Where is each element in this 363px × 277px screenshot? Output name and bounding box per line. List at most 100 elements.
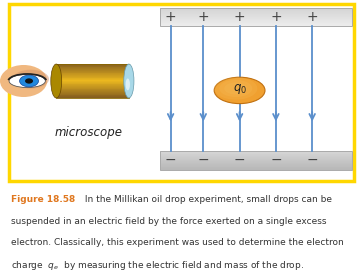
Text: Figure 18.58: Figure 18.58 <box>11 196 75 204</box>
Bar <box>56 88 129 89</box>
Bar <box>56 68 129 69</box>
Bar <box>160 168 352 169</box>
Bar <box>160 16 352 17</box>
Bar <box>56 74 129 75</box>
Bar <box>56 82 129 83</box>
Text: In the Millikan oil drop experiment, small drops can be: In the Millikan oil drop experiment, sma… <box>82 196 332 204</box>
Ellipse shape <box>124 64 134 98</box>
Bar <box>160 162 352 163</box>
Bar <box>160 155 352 156</box>
Bar <box>160 8 352 9</box>
Bar <box>56 77 129 78</box>
Bar <box>56 84 129 85</box>
Bar <box>160 164 352 165</box>
Ellipse shape <box>51 64 62 98</box>
Bar <box>160 161 352 162</box>
Bar <box>160 11 352 12</box>
Circle shape <box>214 77 257 100</box>
Ellipse shape <box>9 75 45 88</box>
Bar <box>160 21 352 22</box>
Bar <box>160 151 352 170</box>
Bar <box>160 154 352 155</box>
Bar <box>160 151 352 152</box>
Bar <box>160 17 352 18</box>
Bar <box>160 165 352 166</box>
Bar <box>160 157 352 158</box>
Bar <box>56 92 129 93</box>
Ellipse shape <box>20 75 38 87</box>
Bar <box>56 89 129 90</box>
Bar <box>160 158 352 159</box>
Bar <box>160 15 352 16</box>
Bar <box>56 75 129 76</box>
Bar <box>160 25 352 26</box>
Bar <box>160 163 352 164</box>
Bar <box>56 80 129 81</box>
Bar <box>56 95 129 96</box>
Bar <box>160 152 352 153</box>
Text: −: − <box>270 153 282 167</box>
Bar <box>56 90 129 91</box>
Bar <box>56 72 129 73</box>
Text: +: + <box>234 10 245 24</box>
Bar <box>160 20 352 21</box>
Bar <box>56 70 129 71</box>
Bar <box>56 97 129 98</box>
Bar <box>56 69 129 70</box>
Text: −: − <box>306 153 318 167</box>
Circle shape <box>224 83 247 94</box>
Text: +: + <box>270 10 282 24</box>
Bar <box>56 96 129 97</box>
Text: +: + <box>306 10 318 24</box>
Text: +: + <box>165 10 176 24</box>
Bar <box>160 12 352 13</box>
Bar <box>160 14 352 15</box>
Bar <box>160 18 352 19</box>
Bar <box>56 81 129 82</box>
Bar <box>56 67 129 68</box>
Text: +: + <box>197 10 209 24</box>
Text: $q_{\mathit{0}}$: $q_{\mathit{0}}$ <box>233 83 246 96</box>
Ellipse shape <box>13 70 49 89</box>
Bar <box>56 66 129 67</box>
Bar <box>160 160 352 161</box>
Bar <box>160 19 352 20</box>
Bar <box>160 7 352 26</box>
Bar <box>160 153 352 154</box>
Bar <box>56 65 129 66</box>
Bar <box>160 159 352 160</box>
Circle shape <box>219 80 252 97</box>
Bar <box>160 24 352 25</box>
Text: suspended in an electric field by the force exerted on a single excess: suspended in an electric field by the fo… <box>11 217 326 226</box>
Bar <box>160 166 352 167</box>
Ellipse shape <box>25 78 33 84</box>
Bar <box>56 93 129 94</box>
Text: microscope: microscope <box>55 126 123 139</box>
Bar <box>160 13 352 14</box>
Text: −: − <box>234 153 245 167</box>
Bar <box>56 64 129 65</box>
Bar <box>56 85 129 86</box>
Bar <box>56 94 129 95</box>
Bar <box>56 76 129 77</box>
Bar <box>56 91 129 92</box>
Bar <box>160 10 352 11</box>
Bar <box>56 83 129 84</box>
Bar <box>160 9 352 10</box>
Bar <box>56 64 129 98</box>
Bar <box>56 86 129 87</box>
Bar <box>160 23 352 24</box>
Bar <box>56 73 129 74</box>
Ellipse shape <box>126 78 130 90</box>
Bar <box>160 169 352 170</box>
Text: −: − <box>197 153 209 167</box>
Bar <box>56 78 129 79</box>
Bar <box>160 156 352 157</box>
Text: −: − <box>165 153 176 167</box>
Bar <box>56 87 129 88</box>
Text: charge  $q_e$  by measuring the electric field and mass of the drop.: charge $q_e$ by measuring the electric f… <box>11 259 304 272</box>
Bar <box>56 79 129 80</box>
Ellipse shape <box>0 65 47 97</box>
Bar <box>160 22 352 23</box>
Bar <box>160 167 352 168</box>
